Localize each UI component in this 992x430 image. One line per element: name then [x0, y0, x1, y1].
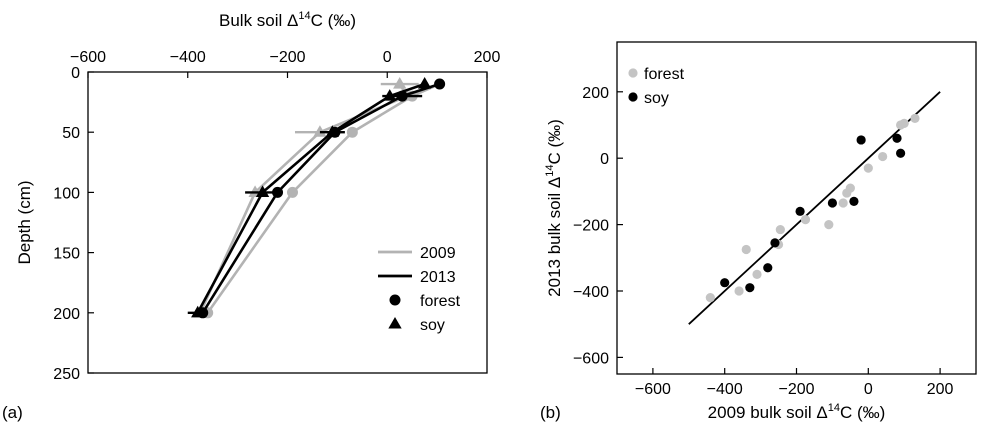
x-tick-label: −400	[707, 381, 743, 398]
point-soy	[763, 263, 773, 273]
legend-label: 2009	[420, 245, 456, 262]
panel-a-x-axis-label: Bulk soil Δ14C (‰)	[219, 10, 356, 30]
point-forest	[775, 224, 785, 235]
panel-a-legend: 2009 2013 forest soy	[378, 245, 461, 334]
fit-line	[688, 91, 941, 325]
panel-a-series	[187, 77, 446, 319]
point-forest	[899, 118, 909, 128]
x-tick-label: −600	[635, 381, 671, 398]
point-forest	[741, 244, 751, 255]
y-tick-label: 250	[53, 366, 80, 383]
x-tick-label: 200	[927, 381, 954, 398]
point-soy	[896, 148, 906, 158]
point-2009-soy	[393, 77, 407, 89]
legend-label: soy	[420, 317, 445, 334]
legend-label: 2013	[420, 269, 456, 286]
series-line-2013-forest	[201, 82, 441, 314]
point-soy	[856, 135, 866, 145]
y-tick-label: 200	[582, 85, 609, 102]
point-forest	[800, 215, 811, 225]
y-tick-label: 200	[53, 306, 80, 323]
x-tick-label: 200	[474, 49, 501, 66]
y-tick-label: 0	[71, 65, 80, 82]
panel-a-x-ticks: −600 −400 −200 0 200	[70, 49, 500, 78]
panel-b-label: (b)	[540, 403, 561, 422]
panel-b: −600 −400 −200 0 200 −600 −400 −200 0 200 2009 b…	[540, 41, 977, 422]
point-forest	[824, 220, 834, 230]
panel-b-y-axis-label: 2013 bulk soil Δ14C (‰)	[544, 119, 564, 297]
x-tick-label: 0	[383, 49, 392, 66]
point-soy	[827, 198, 838, 208]
point-forest	[752, 269, 762, 279]
panel-a: −600 −400 −200 0 200 0 50 100 150 200 250 Bulk so…	[2, 10, 500, 422]
point-soy	[770, 238, 780, 248]
point-soy	[892, 133, 902, 143]
x-tick-label: −200	[269, 49, 305, 66]
point-2013-forest	[434, 78, 446, 90]
point-soy	[849, 196, 859, 206]
point-soy	[745, 283, 755, 293]
legend-label: forest	[420, 293, 461, 310]
point-2013-soy	[325, 125, 340, 137]
legend-marker	[628, 92, 638, 102]
point-forest	[863, 163, 873, 173]
point-forest	[878, 151, 888, 162]
panel-b-plot-frame	[616, 41, 977, 375]
panel-b-y-ticks: −600 −400 −200 0 200	[573, 85, 623, 367]
legend-label: forest	[644, 66, 685, 83]
point-forest	[734, 286, 744, 296]
x-tick-label: −400	[170, 49, 206, 66]
panel-b-points	[705, 113, 920, 303]
panel-b-fit-line	[688, 91, 941, 325]
point-2013-soy	[418, 77, 432, 89]
legend-label: soy	[644, 90, 669, 107]
point-2009-forest	[346, 126, 358, 138]
point-soy	[720, 278, 730, 288]
point-forest	[910, 113, 920, 123]
panel-b-x-ticks: −600 −400 −200 0 200	[635, 368, 954, 398]
legend-marker	[628, 68, 638, 78]
panel-a-y-ticks: 0 50 100 150 200 250	[53, 65, 94, 383]
series-line-2009-forest	[206, 82, 441, 314]
panel-b-x-axis-label: 2009 bulk soil Δ14C (‰)	[708, 402, 886, 422]
point-2009-soy	[313, 125, 327, 137]
point-forest	[838, 198, 848, 208]
legend-marker	[389, 294, 401, 306]
x-tick-label: −600	[70, 49, 106, 66]
point-forest	[705, 293, 715, 303]
legend-marker	[388, 317, 402, 329]
y-tick-label: 150	[53, 246, 80, 263]
y-tick-label: −400	[573, 284, 609, 301]
point-soy	[795, 206, 805, 216]
panel-b-legend: forest soy	[628, 66, 685, 107]
panel-a-y-axis-label: Depth (cm)	[15, 180, 34, 264]
y-tick-label: 100	[53, 185, 80, 202]
point-2013-soy	[383, 89, 397, 101]
point-forest	[845, 183, 855, 193]
y-tick-label: −200	[573, 218, 609, 235]
panel-a-label: (a)	[2, 403, 23, 422]
point-2013-soy	[255, 185, 270, 197]
y-tick-label: −600	[573, 350, 609, 367]
y-tick-label: 0	[600, 151, 609, 168]
x-tick-label: −200	[778, 381, 814, 398]
y-tick-label: 50	[62, 125, 80, 142]
point-2013-soy	[191, 305, 205, 318]
point-2009-forest	[286, 186, 298, 198]
x-tick-label: 0	[864, 381, 873, 398]
